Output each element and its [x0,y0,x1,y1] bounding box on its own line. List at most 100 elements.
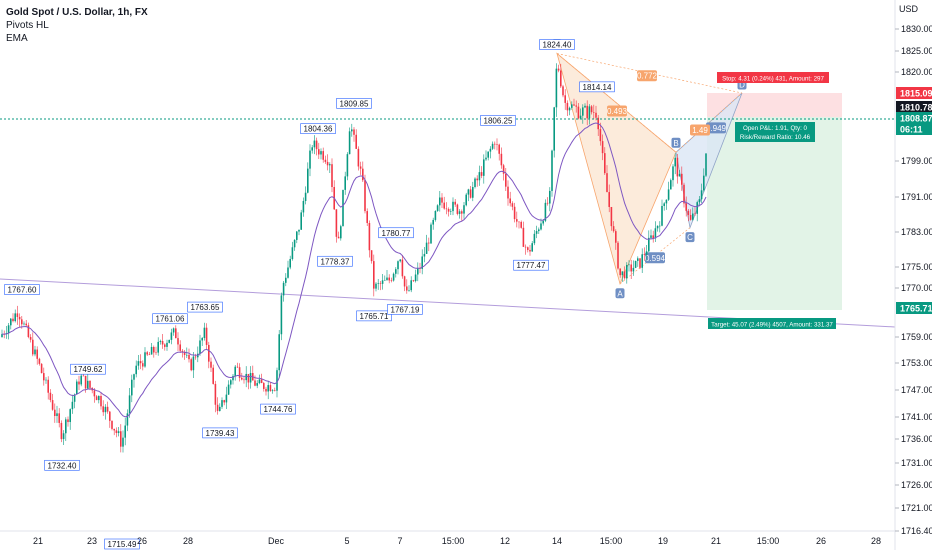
symbol-title[interactable]: Gold Spot / U.S. Dollar, 1h, FX [6,7,148,18]
indicator-pivots[interactable]: Pivots HL [6,20,49,31]
candle-body [199,340,201,354]
candle-body [51,400,54,410]
time-tick-label: 21 [33,536,43,546]
candle-body [557,68,560,71]
candle-body [247,373,250,383]
candle-body [245,373,247,381]
candle-body [498,144,500,154]
price-tag-label: 1815.09 [900,89,932,99]
candle-body [505,173,507,187]
candle-body [546,202,549,204]
candle-body [617,242,619,269]
candle-body [610,206,613,227]
candle-body [150,346,153,355]
candle-body [604,153,606,174]
price-tag [896,123,932,135]
candle-body [355,134,357,149]
pattern-point-label: A [617,289,623,298]
candle-body [54,409,56,417]
candle-body [520,221,522,228]
candle-body [630,264,632,272]
candle-body [98,395,100,401]
pivot-box [336,98,372,109]
price-tick-label: 1820.00 [901,67,932,77]
candle-body [588,106,591,119]
candle-body [619,268,621,276]
candle-body [509,198,511,204]
pivot-box [152,313,188,325]
indicator-ema[interactable]: EMA [6,33,28,44]
candle-body [342,189,344,227]
time-tick-label: 7 [397,536,402,546]
pivot-box [202,427,238,439]
pivot-label: 1761.06 [156,315,185,324]
price-axis[interactable]: USD 1830.00 1825.00 1820.00 1799.00 1791.00 1… [894,0,932,550]
candle-body [529,249,531,252]
candle-body [577,106,580,119]
candle-body [643,254,646,255]
candle-body [25,323,27,326]
candle-body [667,189,670,200]
time-axis[interactable]: 21 23 26 28 Dec 5 7 15:00 12 14 15:00 19 21 15:00 26 28 [0,530,895,546]
candle-body [208,344,210,362]
candle-body [84,375,87,389]
candle-body [641,254,643,268]
candle-body [179,344,181,351]
candle-body [553,107,555,151]
candle-body [674,157,676,167]
price-tick-label: 1759.00 [901,332,932,342]
price-tick-label: 1775.00 [901,262,932,272]
candle-body [370,250,373,262]
candle-body [148,354,151,356]
time-tick-label: 21 [711,536,721,546]
candle-body [302,200,305,213]
candle-body [549,190,551,204]
candle-body [131,379,133,396]
candle-body [337,236,340,239]
candle-body [560,70,562,87]
candle-body [491,143,494,149]
candle-body [126,413,129,426]
price-tick-label: 1830.00 [901,24,932,34]
candle-body [432,219,434,225]
candle-body [137,361,140,366]
candle-body [170,332,173,340]
candle-body [478,172,481,181]
candle-body [518,221,520,223]
time-tick-label: 28 [183,536,193,546]
candle-body [146,352,148,355]
candle-body [535,231,538,234]
candle-body [95,396,98,401]
time-tick-label: 14 [552,536,562,546]
candle-body [487,151,489,158]
candle-body [60,422,63,440]
candle-body [476,178,478,181]
time-tick-label: 26 [137,536,147,546]
candle-body [194,356,197,358]
candle-body [410,280,412,291]
candle-body [379,283,382,284]
candle-body [80,375,82,385]
candle-body [265,388,267,392]
candle-body [329,164,331,166]
candle-body [177,338,179,345]
candle-body [390,280,393,282]
candle-body [375,283,377,289]
price-tick-label: 1736.00 [901,434,932,444]
candle-body [687,210,690,216]
candle-body [522,227,525,247]
pattern-point-label: C [687,233,693,242]
candle-body [346,154,349,177]
candle-body [502,165,505,174]
candle-body [67,419,69,423]
candle-body [395,269,397,274]
candle-body [144,352,146,367]
candle-body [551,150,553,191]
candle-body [166,342,168,347]
candle-body [364,180,366,212]
candle-body [307,168,309,193]
candle-body [524,246,527,248]
candle-body [689,215,692,220]
candle-body [183,351,186,355]
